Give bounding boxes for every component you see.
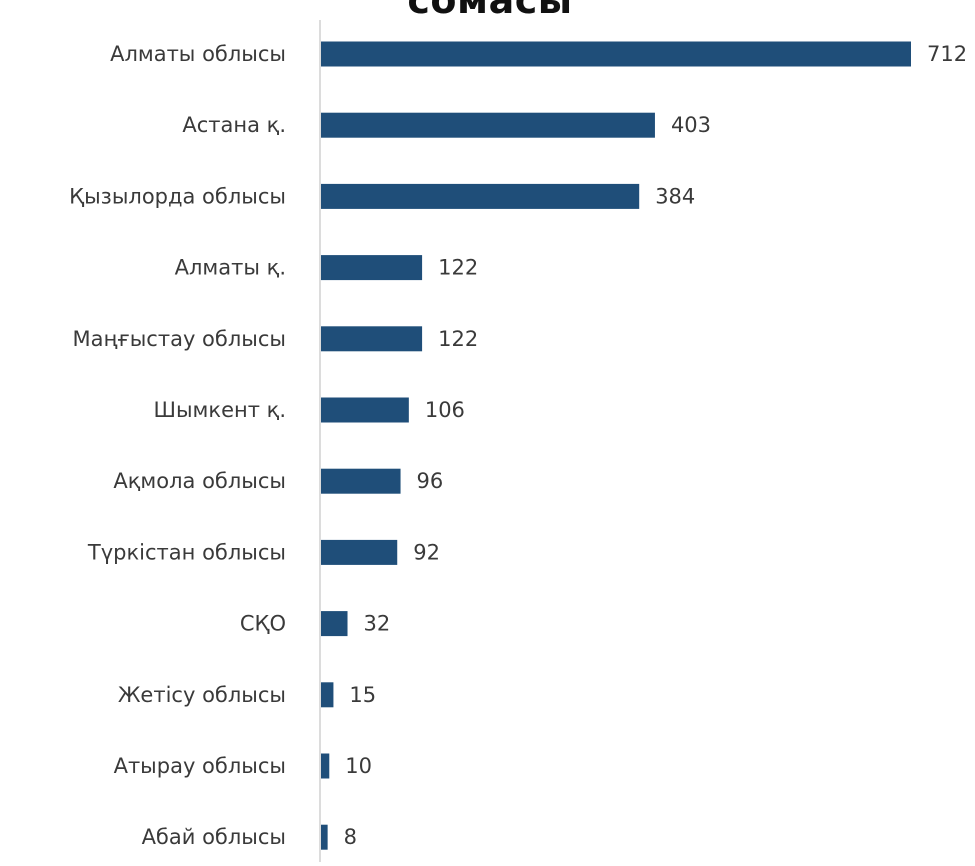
bar-5 <box>321 397 409 423</box>
bar-9 <box>321 682 334 708</box>
value-label-5: 106 <box>425 398 465 422</box>
value-label-3: 122 <box>438 256 478 280</box>
value-label-11: 8 <box>344 825 357 849</box>
category-label-5: Шымкент қ. <box>154 398 286 422</box>
bar-8 <box>321 611 348 637</box>
bar-2 <box>321 183 640 209</box>
category-label-3: Алматы қ. <box>175 256 286 280</box>
bar-1 <box>321 112 655 138</box>
bar-4 <box>321 326 423 352</box>
value-label-6: 96 <box>417 469 444 493</box>
value-label-2: 384 <box>655 184 695 208</box>
value-label-8: 32 <box>364 612 391 636</box>
category-label-1: Астана қ. <box>182 113 286 137</box>
value-label-1: 403 <box>671 113 711 137</box>
value-label-7: 92 <box>413 540 440 564</box>
bar-11 <box>321 824 328 850</box>
category-label-2: Қызылорда облысы <box>69 184 286 208</box>
category-label-6: Ақмола облысы <box>113 469 286 493</box>
value-label-0: 712 <box>927 42 967 66</box>
category-label-10: Атырау облысы <box>114 754 286 778</box>
bar-6 <box>321 468 401 494</box>
category-label-7: Түркістан облысы <box>87 540 286 564</box>
bar-10 <box>321 753 330 779</box>
chart-title: сомасы <box>407 0 573 22</box>
value-label-4: 122 <box>438 327 478 351</box>
category-label-0: Алматы облысы <box>110 42 286 66</box>
category-label-9: Жетісу облысы <box>118 683 286 707</box>
bar-7 <box>321 539 398 565</box>
bar-0 <box>321 41 911 67</box>
value-label-10: 10 <box>345 754 372 778</box>
bar-3 <box>321 255 423 281</box>
category-label-11: Абай облысы <box>142 825 286 849</box>
category-label-8: СҚО <box>240 612 286 636</box>
value-label-9: 15 <box>349 683 376 707</box>
category-label-4: Маңғыстау облысы <box>72 327 286 351</box>
